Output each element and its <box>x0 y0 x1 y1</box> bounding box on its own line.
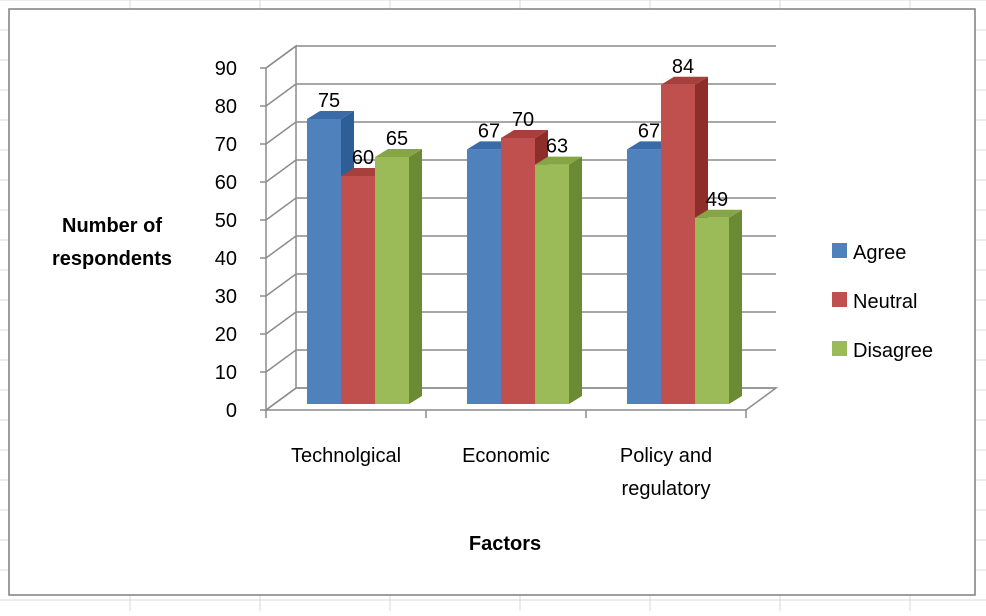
bar-disagree[interactable] <box>375 149 422 404</box>
bar-front-face <box>661 84 695 405</box>
plot-gridlines <box>265 45 776 411</box>
bar-top-face <box>307 111 354 119</box>
legend-swatch <box>832 341 847 356</box>
legend-item-neutral[interactable]: Neutral <box>832 291 917 313</box>
x-category-label: Technolgical <box>291 445 401 467</box>
bar-disagree[interactable] <box>535 156 582 404</box>
bar-front-face <box>535 164 569 404</box>
y-tick-label: 30 <box>215 286 237 308</box>
bar-top-face <box>695 209 742 218</box>
data-label: 84 <box>672 56 694 78</box>
y-tick-label: 90 <box>215 58 237 80</box>
bar-front-face <box>341 176 375 404</box>
bar-front-face <box>467 149 501 404</box>
y-tick-label: 10 <box>215 362 237 384</box>
bar-front-face <box>627 149 661 404</box>
gridline <box>265 311 776 335</box>
legend-item-agree[interactable]: Agree <box>832 242 906 264</box>
bar-side-face <box>569 156 582 404</box>
data-label: 49 <box>706 189 728 211</box>
gridline <box>265 121 776 145</box>
bar-front-face <box>695 217 729 404</box>
data-labels: 75 60 65 67 70 63 67 84 49 <box>318 56 728 211</box>
data-label: 75 <box>318 90 340 112</box>
gridline <box>265 45 776 69</box>
y-axis-ticks: 0 10 20 30 40 50 60 70 80 90 <box>215 58 747 422</box>
axis-titles: Factors Number of respondents <box>52 215 541 555</box>
bar-top-face <box>375 149 422 157</box>
y-axis-title: Number of respondents <box>52 215 172 270</box>
gridline <box>265 349 776 373</box>
data-label: 67 <box>478 120 500 142</box>
legend-label: Disagree <box>853 340 933 362</box>
legend-label: Neutral <box>853 291 917 313</box>
bar-side-face <box>409 149 422 404</box>
legend-item-disagree[interactable]: Disagree <box>832 340 933 362</box>
data-label: 63 <box>546 136 568 158</box>
bar-front-face <box>375 157 409 404</box>
bar-series <box>307 76 742 405</box>
data-label: 60 <box>352 147 374 169</box>
y-tick-label: 20 <box>215 324 237 346</box>
gridline <box>265 235 776 259</box>
y-tick-label: 80 <box>215 96 237 118</box>
y-tick-label: 60 <box>215 172 237 194</box>
x-axis-title: Factors <box>469 533 541 555</box>
data-label: 67 <box>638 120 660 142</box>
x-axis-category-labels: Technolgical Economic Policy and regulatory <box>291 445 712 500</box>
legend-swatch <box>832 292 847 307</box>
gridline <box>265 159 776 183</box>
bar-top-face <box>535 156 582 165</box>
data-label: 65 <box>386 128 408 150</box>
legend-label: Agree <box>853 242 906 264</box>
legend-swatch <box>832 243 847 258</box>
gridline <box>265 387 776 411</box>
legend[interactable]: Agree Neutral Disagree <box>832 242 933 362</box>
bar-side-face <box>729 209 742 404</box>
bar-top-face <box>661 76 708 85</box>
bar-front-face <box>307 119 341 404</box>
gridline <box>265 197 776 221</box>
y-tick-label: 40 <box>215 248 237 270</box>
bar-front-face <box>501 138 535 404</box>
x-category-label: Economic <box>462 445 550 467</box>
bar-disagree[interactable] <box>695 209 742 404</box>
y-tick-label: 70 <box>215 134 237 156</box>
y-tick-label: 0 <box>226 400 237 422</box>
data-label: 70 <box>512 109 534 131</box>
gridline <box>265 83 776 107</box>
gridline <box>265 273 776 297</box>
bar-top-face <box>501 130 548 138</box>
x-category-label: Policy and regulatory <box>620 445 712 500</box>
y-tick-label: 50 <box>215 210 237 232</box>
